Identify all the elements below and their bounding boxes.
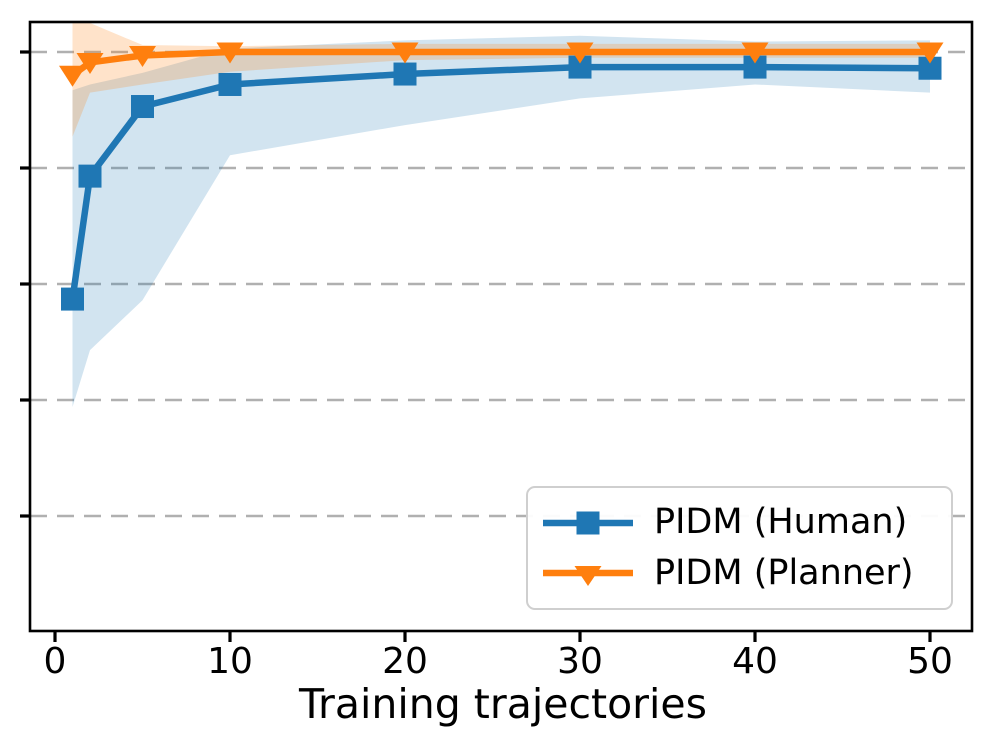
marker-triangle-down <box>391 42 419 64</box>
legend: PIDM (Human) PIDM (Planner) <box>526 486 953 610</box>
x-tick-label: 30 <box>557 641 603 682</box>
marker-square <box>78 164 102 188</box>
x-tick-label: 20 <box>382 641 428 682</box>
marker-triangle-down <box>916 42 944 64</box>
legend-item-pidm-planner: PIDM (Planner) <box>540 553 939 593</box>
legend-sample-square-icon <box>543 511 633 535</box>
x-tick-label: 0 <box>43 641 67 682</box>
plot-frame <box>28 20 974 633</box>
legend-label-pidm-planner: PIDM (Planner) <box>654 552 914 593</box>
marker-square <box>61 287 84 311</box>
legend-label-pidm-human: PIDM (Human) <box>654 502 908 543</box>
marker-square <box>918 56 942 80</box>
confidence-band-human <box>72 35 930 407</box>
x-tick-label: 40 <box>732 641 778 682</box>
marker-square <box>743 55 767 79</box>
legend-sample-triangle-icon <box>543 566 633 587</box>
marker-triangle-down <box>59 65 86 87</box>
marker-square <box>393 62 417 86</box>
marker-triangle-down <box>216 42 244 64</box>
x-axis-label: Training trajectories <box>298 680 708 728</box>
marker-triangle-down <box>741 42 769 64</box>
marker-triangle-down <box>566 42 594 64</box>
confidence-bands <box>72 22 930 407</box>
marker-triangle-down <box>129 45 156 67</box>
x-tick-label: 50 <box>907 641 953 682</box>
x-tick-label: 10 <box>207 641 253 682</box>
legend-item-pidm-human: PIDM (Human) <box>540 503 939 543</box>
marker-triangle-down <box>76 52 104 74</box>
marker-square <box>131 95 154 119</box>
series-line-planner <box>69 48 934 79</box>
series-line-human <box>69 63 934 303</box>
marker-square <box>218 72 242 96</box>
marker-square <box>568 55 592 79</box>
